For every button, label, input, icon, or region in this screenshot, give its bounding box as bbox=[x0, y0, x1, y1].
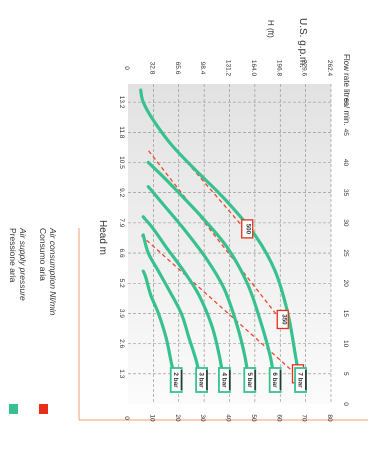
tick-label-gpm-3: 5.2 bbox=[118, 279, 125, 288]
tick-label-head-60: 60 bbox=[275, 414, 282, 422]
consumption-label-350: 350 bbox=[280, 314, 287, 325]
pressure-label-5: 2 bar bbox=[172, 372, 179, 388]
consumption-label-500: 500 bbox=[245, 224, 252, 235]
legend-label-pressure: Pressione aria bbox=[8, 228, 18, 283]
pressure-curve-7-bar bbox=[139, 88, 303, 388]
consumption-label-box-350 bbox=[276, 309, 289, 330]
pressure-label-2: 5 bar bbox=[246, 372, 253, 388]
tick-label-flow-20: 20 bbox=[342, 280, 349, 288]
legend: Pressione aria Air supply pressure Consu… bbox=[8, 227, 58, 414]
tick-label-flow-5: 5 bbox=[342, 372, 349, 376]
pressure-label-shadow-2 bbox=[254, 370, 256, 390]
tick-label-flow-0: 0 bbox=[342, 402, 349, 406]
pressure-label-shadow-5 bbox=[180, 370, 183, 390]
x-axis-title: Flow rate litres/ min. bbox=[342, 54, 351, 126]
tick-label-head-ft-1: 32.8 bbox=[148, 62, 155, 75]
tick-label-flow-50: 50 bbox=[342, 98, 349, 106]
tick-label-head-ft-4: 131.2 bbox=[225, 60, 232, 77]
pressure-curve-6-bar bbox=[146, 160, 277, 388]
tick-label-head-ft-3: 98.4 bbox=[199, 62, 206, 75]
tick-label-head-40: 40 bbox=[225, 414, 232, 422]
pressure-curve-5-bar bbox=[146, 185, 252, 388]
tick-label-head-ft-6: 196.8 bbox=[275, 60, 282, 77]
y-secondary-axis-title: H (ft) bbox=[266, 20, 275, 38]
pressure-label-3: 4 bar bbox=[220, 372, 227, 388]
pressure-label-shadow-4 bbox=[206, 370, 208, 390]
tick-label-gpm-4: 6.6 bbox=[118, 249, 125, 258]
pressure-label-shadow-0 bbox=[305, 370, 307, 390]
tick-label-gpm-2: 3.9 bbox=[118, 309, 125, 318]
tick-label-head-20: 20 bbox=[174, 414, 181, 422]
legend-swatch-pressure bbox=[9, 404, 18, 414]
tick-label-head-0: 0 bbox=[123, 416, 130, 420]
tick-label-gpm-8: 11.8 bbox=[118, 126, 125, 139]
pressure-curve-3-bar bbox=[141, 233, 204, 388]
tick-label-head-ft-0: 0 bbox=[123, 66, 130, 70]
legend-sublabel-pressure: Air supply pressure bbox=[18, 227, 28, 301]
tick-label-head-80: 80 bbox=[326, 414, 333, 422]
pressure-curve-4-bar bbox=[141, 215, 227, 388]
consumption-line-350 bbox=[147, 150, 281, 320]
pressure-label-1: 6 bar bbox=[271, 372, 278, 388]
tick-label-flow-40: 40 bbox=[342, 159, 349, 167]
consumption-label-box-500 bbox=[241, 219, 254, 239]
tick-label-flow-15: 15 bbox=[342, 310, 349, 318]
tick-label-gpm-0: 1.3 bbox=[118, 369, 125, 378]
pressure-curve-2-bar bbox=[141, 269, 178, 388]
tick-label-gpm-6: 9.2 bbox=[118, 188, 125, 197]
tick-label-head-ft-8: 262.4 bbox=[326, 60, 333, 77]
tick-label-head-ft-2: 65.6 bbox=[174, 62, 181, 75]
tick-label-gpm-5: 7.9 bbox=[118, 218, 125, 227]
y-axis-title: Head m bbox=[97, 220, 108, 255]
tick-labels: 0 10 20 30 40 50 60 70 800 32.8 65.6 98.4 131.2 164.0… bbox=[118, 60, 349, 422]
pressure-label-shadow-1 bbox=[279, 370, 282, 390]
tick-label-head-30: 30 bbox=[199, 414, 206, 422]
pressure-label-shadow-3 bbox=[228, 370, 231, 390]
tick-label-flow-45: 45 bbox=[342, 129, 349, 137]
legend-swatch-consumption bbox=[39, 404, 48, 414]
pressure-label-0: 7 bar bbox=[297, 372, 304, 388]
tick-label-head-70: 70 bbox=[301, 414, 308, 422]
tick-label-gpm-9: 13.2 bbox=[118, 96, 125, 109]
tick-label-gpm-7: 10.5 bbox=[118, 156, 125, 169]
grid bbox=[128, 84, 332, 404]
tick-label-head-ft-5: 164.0 bbox=[250, 60, 257, 77]
legend-sublabel-consumption: Air consumption Nl/min bbox=[48, 227, 58, 316]
tick-label-head-10: 10 bbox=[148, 414, 155, 422]
pressure-curves bbox=[139, 88, 303, 388]
tick-label-head-50: 50 bbox=[250, 414, 257, 422]
pressure-label-4: 3 bar bbox=[198, 372, 205, 388]
tick-label-flow-25: 25 bbox=[342, 249, 349, 257]
tick-label-gpm-1: 2.6 bbox=[118, 339, 125, 348]
tick-label-flow-35: 35 bbox=[342, 189, 349, 197]
tick-label-flow-10: 10 bbox=[342, 340, 349, 348]
x-secondary-axis-title: U.S. g.p.m. bbox=[297, 18, 308, 68]
legend-label-consumption: Consumo aria bbox=[38, 228, 48, 281]
tick-label-head-ft-7: 229.6 bbox=[301, 60, 308, 77]
tick-label-flow-30: 30 bbox=[342, 219, 349, 227]
